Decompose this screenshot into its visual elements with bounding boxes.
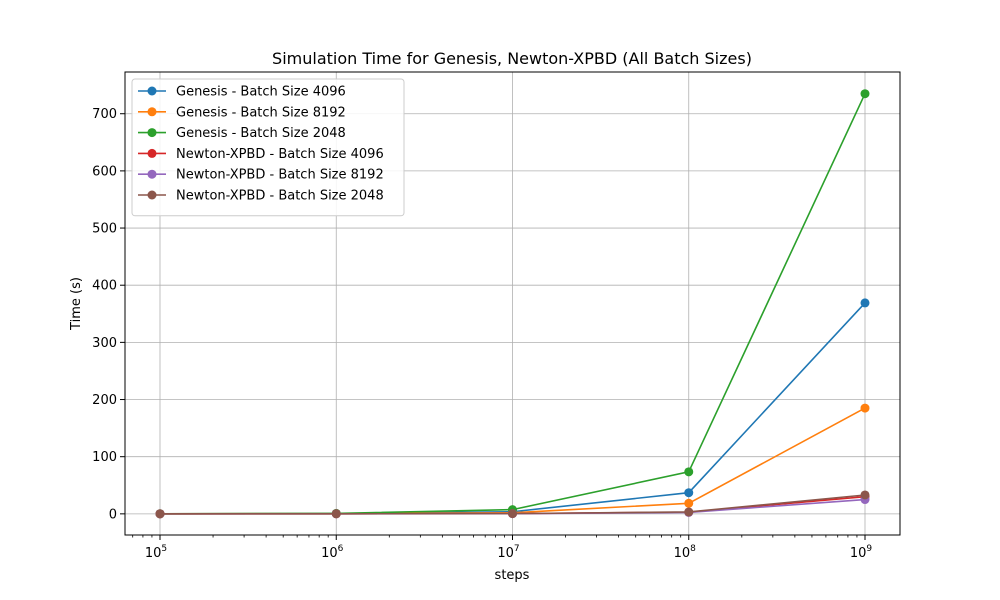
y-tick-label: 300 (92, 336, 117, 351)
legend-label: Genesis - Batch Size 8192 (176, 105, 346, 120)
x-tick-label: 105 (145, 544, 167, 561)
legend-swatch-marker (147, 169, 157, 179)
data-point (155, 509, 165, 519)
legend: Genesis - Batch Size 4096 Genesis - Batch… (131, 78, 405, 217)
legend-entry: Genesis - Batch Size 2048 (138, 126, 346, 141)
legend-label: Newton-XPBD - Batch Size 4096 (176, 147, 384, 162)
y-tick-label: 100 (92, 450, 117, 465)
legend-swatch-marker (147, 190, 157, 200)
legend-swatch-marker (147, 86, 157, 96)
legend-entry: Genesis - Batch Size 4096 (138, 85, 346, 100)
legend-label: Genesis - Batch Size 4096 (176, 85, 346, 100)
series-6 (155, 490, 870, 519)
data-point (684, 488, 694, 498)
data-point (331, 509, 341, 519)
y-tick-label: 700 (92, 107, 117, 122)
legend-swatch-marker (147, 148, 157, 158)
y-axis-label: Time (s) (69, 277, 84, 331)
y-tick-label: 0 (109, 507, 117, 522)
x-axis: 105 106 107 108 109 (132, 535, 873, 561)
legend-swatch-marker (147, 128, 157, 138)
legend-entry: Newton-XPBD - Batch Size 4096 (138, 147, 384, 162)
data-point (684, 498, 694, 508)
data-point (860, 298, 870, 308)
legend-swatch-marker (147, 107, 157, 117)
data-point (508, 509, 517, 519)
legend-label: Newton-XPBD - Batch Size 2048 (176, 189, 384, 204)
legend-label: Genesis - Batch Size 2048 (176, 126, 346, 141)
legend-entry: Newton-XPBD - Batch Size 8192 (138, 168, 384, 183)
legend-label: Newton-XPBD - Batch Size 8192 (176, 168, 384, 183)
x-tick-label: 106 (321, 544, 344, 561)
x-tick-label: 109 (850, 544, 873, 561)
y-tick-label: 200 (92, 393, 117, 408)
x-tick-label: 108 (674, 544, 697, 561)
x-axis-label: steps (495, 568, 530, 583)
data-point (860, 403, 870, 413)
series-layer (155, 89, 870, 519)
y-axis: 0 100 200 300 400 500 600 700 (92, 107, 125, 522)
data-point (684, 467, 694, 477)
data-point (684, 507, 694, 517)
y-tick-label: 600 (92, 164, 117, 179)
y-tick-label: 400 (92, 279, 117, 294)
x-tick-label: 107 (497, 544, 519, 561)
y-tick-label: 500 (92, 222, 117, 237)
legend-box (131, 78, 405, 217)
data-point (860, 490, 870, 500)
chart-title: Simulation Time for Genesis, Newton-XPBD… (272, 49, 752, 68)
data-point (860, 89, 870, 99)
legend-entry: Genesis - Batch Size 8192 (138, 105, 346, 120)
legend-entry: Newton-XPBD - Batch Size 2048 (138, 189, 384, 204)
